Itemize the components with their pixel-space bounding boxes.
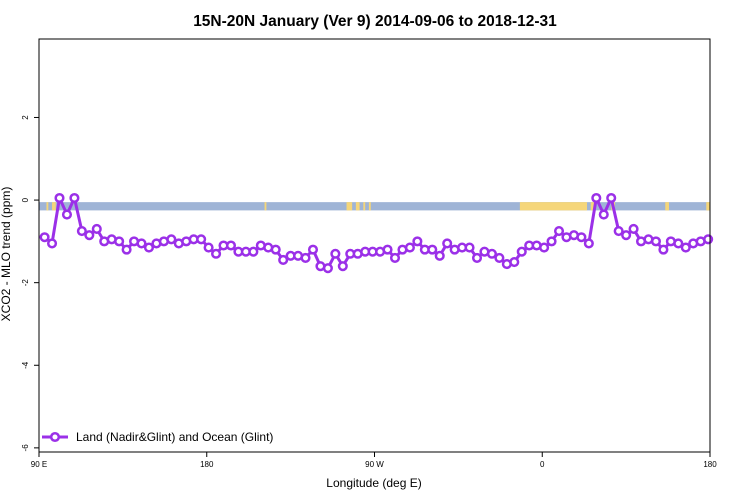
chart-title: 15N-20N January (Ver 9) 2014-09-06 to 20… [193,13,557,30]
data-point [427,244,438,255]
data-point [166,234,177,245]
data-point [703,234,714,245]
land-segment [706,202,710,211]
data-point [486,248,497,259]
data-point [650,236,661,247]
data-point [628,223,639,235]
y-tick-label: -2 [21,279,30,287]
data-point [553,225,565,237]
data-point [442,238,453,249]
data-point [464,242,475,253]
x-axis-label: Longitude (deg E) [326,476,421,490]
data-point [278,254,289,266]
land-segment [519,202,587,211]
x-tick-label: 180 [200,460,214,469]
x-axis: 90 E 180 90 W 0 180 [31,452,717,469]
data-point [621,230,632,241]
data-point [143,242,155,253]
data-point [322,263,333,274]
data-point [494,252,505,263]
y-axis: 2 0 -2 -4 -6 [21,115,39,452]
data-point [121,244,132,255]
data-point [516,246,527,257]
data-point [307,244,319,255]
data-point [591,192,602,204]
data-point [583,238,594,249]
data-point [434,250,445,261]
land-segment [590,202,595,211]
land-segment [52,202,56,211]
data-point [91,223,102,235]
legend-marker [49,431,61,443]
y-tick-label: 0 [21,197,30,202]
land-segment [363,202,366,211]
data-point [84,230,95,241]
data-point [136,238,147,249]
data-point [270,244,281,255]
data-point [598,209,609,220]
data-point [46,238,58,249]
data-point [389,252,401,263]
x-tick-label: 90 E [31,460,47,469]
data-point [412,236,423,247]
ocean-band [39,202,710,211]
data-point [576,232,587,243]
data-point [404,242,415,253]
data-point [225,240,237,251]
data-point [613,225,624,237]
data-point [606,192,617,204]
data-point [658,244,669,255]
y-tick-label: 2 [21,115,30,120]
land-segment [346,202,353,211]
land-segment [355,202,360,211]
data-point [673,238,684,249]
data-point [509,256,520,268]
data-point [61,209,73,220]
land-segment [368,202,371,211]
y-tick-label: -4 [21,361,30,369]
data-point [337,261,348,272]
data-point [211,248,222,259]
data-point [196,234,207,245]
x-tick-label: 180 [703,460,717,469]
data-point [248,246,259,257]
series-layer [39,192,714,274]
data-point [76,225,87,237]
data-point [680,242,691,253]
data-point [471,252,483,263]
land-segment [665,202,669,211]
legend-label: Land (Nadir&Glint) and Ocean (Glint) [76,430,273,444]
x-tick-label: 90 W [365,460,384,469]
data-point [69,192,80,204]
data-point [203,242,214,253]
data-point [54,192,65,204]
x-tick-label: 0 [540,460,545,469]
land-segment [46,202,49,211]
data-point [300,252,311,263]
y-axis-label: XCO2 - MLO trend (ppm) [0,187,13,322]
data-point [39,232,50,243]
land-segment [264,202,267,211]
data-point [546,236,557,247]
legend: Land (Nadir&Glint) and Ocean (Glint) [42,430,273,444]
y-tick-label: -6 [21,444,30,452]
land-ocean-band [39,202,710,211]
data-point [382,244,393,255]
data-point [539,242,550,253]
data-point [330,248,341,259]
data-point [114,236,125,247]
